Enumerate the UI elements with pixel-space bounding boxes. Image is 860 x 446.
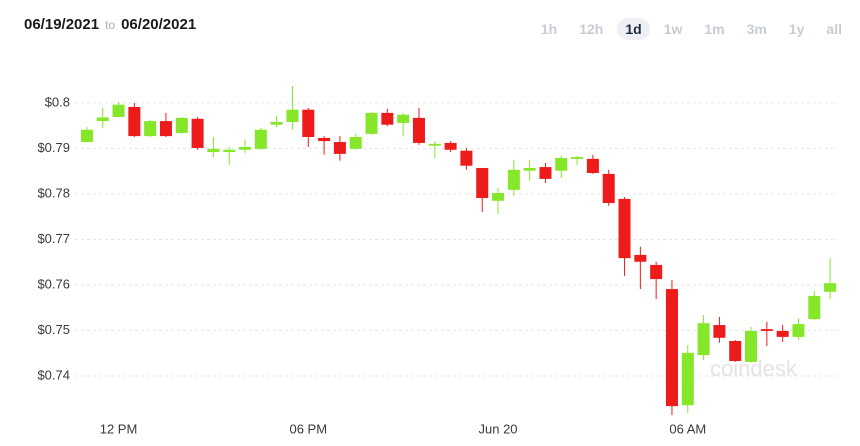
candle-body [523,167,536,171]
candle-body [681,352,694,406]
candle-body [397,114,410,123]
candle-body [286,109,299,122]
y-tick-label: $0.76 [37,276,70,291]
date-range: 06/19/2021 to 06/20/2021 [24,16,196,33]
range-buttons: 1h 12h 1d 1w 1m 3m 1y all [527,18,850,40]
candle-body [175,117,188,133]
candle-body [476,167,489,199]
candle-body [555,157,568,171]
x-tick-label: 12 PM [100,421,138,436]
y-tick-label: $0.78 [37,185,70,200]
range-button[interactable]: 1d [617,18,650,40]
candle-body [128,106,141,137]
candle-body [507,169,520,190]
candle-body [808,295,821,320]
candle-body [365,112,378,134]
candle-body [270,121,283,125]
candle-body [618,198,631,259]
candle-body [665,289,678,407]
candle-body [412,117,425,143]
candle-body [349,137,362,149]
x-tick-label: 06 PM [289,421,327,436]
candle-body [697,323,710,356]
date-to: 06/20/2021 [121,16,197,33]
candle-body [745,330,758,362]
candle-body [492,193,505,201]
date-separator: to [105,18,116,32]
range-button[interactable]: 3m [746,21,767,37]
candle-body [713,325,726,338]
range-button[interactable]: 1y [788,21,805,37]
candle-body [381,112,394,125]
candle-body [571,157,584,159]
candle-body [254,129,267,149]
candle-body [539,167,552,179]
candle-body [112,104,125,117]
candle-body [333,142,346,154]
candle-body [460,150,473,166]
y-tick-label: $0.8 [45,94,70,109]
candle-body [207,148,220,153]
x-tick-label: Jun 20 [479,421,518,436]
y-tick-label: $0.79 [37,140,70,155]
range-button[interactable]: 1m [704,21,725,37]
candle-body [318,137,331,142]
candle-body [650,264,663,280]
candle-body [776,330,789,337]
range-button[interactable]: 12h [579,21,604,37]
candle-body [824,283,837,292]
date-from: 06/19/2021 [24,16,100,33]
y-tick-label: $0.74 [37,367,70,382]
range-button[interactable]: all [826,21,842,37]
candle-body [302,109,315,138]
candle-body [96,117,109,122]
y-tick-label: $0.77 [37,231,70,246]
candle-body [223,149,236,153]
candle-body [159,121,172,137]
candle-body [602,173,615,204]
candle-body [144,121,157,137]
x-tick-label: 06 AM [669,421,706,436]
y-tick-label: $0.75 [37,322,70,337]
candle-body [634,254,647,262]
range-button[interactable]: 1h [540,21,558,37]
candle-body [586,158,599,173]
candle-body [792,324,805,337]
candle-body [444,142,457,150]
candle-body [239,147,252,150]
candle-body [80,129,93,143]
candle-body [428,143,441,146]
range-button[interactable]: 1w [663,21,683,37]
candle-body [729,340,742,362]
candle-body [191,118,204,148]
candle-body [760,329,773,331]
